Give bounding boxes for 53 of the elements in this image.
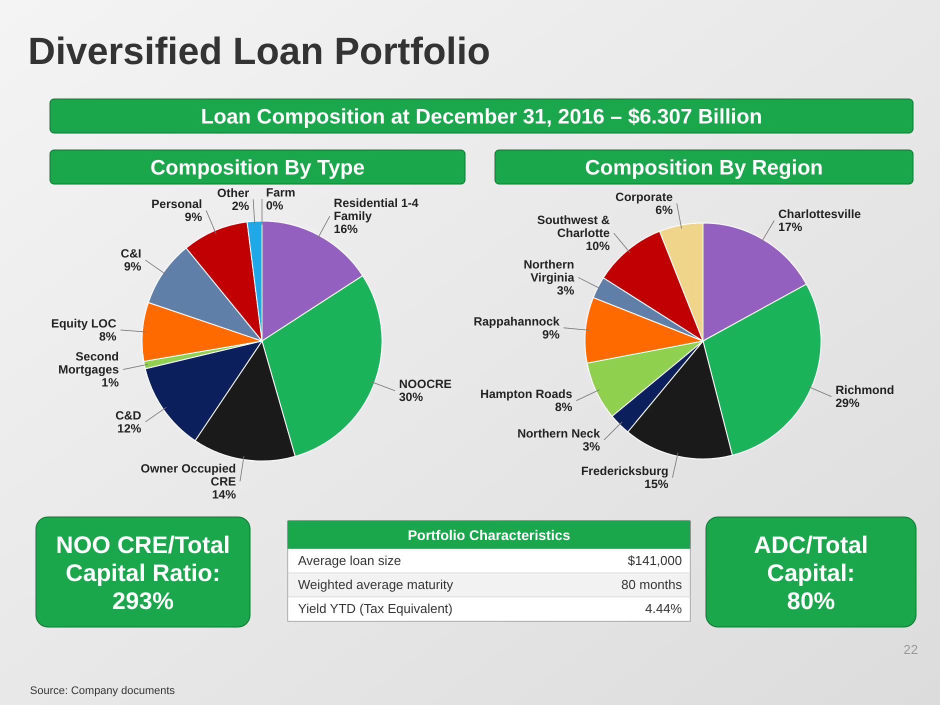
- slice-label: Richmond: [835, 383, 894, 398]
- text: ADC/Total Capital: 80%: [754, 532, 868, 615]
- data-label: 12%: [117, 421, 142, 436]
- text: Weighted average maturity: [298, 577, 454, 592]
- text: Diversified Loan Portfolio: [28, 31, 490, 73]
- chart-title: Composition By Region: [585, 156, 823, 180]
- slice-label: C&D: [115, 408, 142, 422]
- slice-label: Owner Occupied CRE: [140, 461, 236, 488]
- slice-label: Hampton Roads: [480, 387, 573, 402]
- data-label: 14%: [212, 487, 236, 502]
- data-label: 6%: [655, 202, 674, 217]
- data-label: 8%: [554, 400, 573, 414]
- slice-label: Northern Neck: [517, 426, 600, 440]
- data-label: 29%: [835, 396, 860, 410]
- slice-label: Residential 1-4 Family: [334, 196, 419, 224]
- slice-label: C&I: [120, 246, 142, 261]
- text: Average loan size: [298, 553, 402, 568]
- data-label: 3%: [582, 439, 600, 454]
- text: 80 months: [621, 577, 682, 592]
- category-label: Farm: [266, 186, 296, 200]
- chart-title: Composition By Type: [150, 156, 365, 180]
- slice-label: Equity LOC: [51, 316, 117, 330]
- data-label: 1%: [102, 376, 120, 390]
- data-label: 8%: [99, 329, 117, 344]
- text: Loan Composition at December 31, 2016 – $6.307 Billion: [200, 106, 762, 129]
- slice-label: Rappahannock: [474, 314, 560, 328]
- data-label: 15%: [644, 477, 669, 492]
- text: 0%: [266, 198, 284, 212]
- data-label: 16%: [334, 222, 358, 236]
- data-label: 9%: [124, 260, 142, 274]
- data-label: 30%: [399, 390, 424, 404]
- text: Yield YTD (Tax Equivalent): [298, 601, 453, 616]
- slice-label: Southwest & Charlotte: [537, 213, 610, 240]
- data-label: 10%: [586, 239, 610, 254]
- text: 22: [904, 642, 918, 657]
- slice-label: Personal: [151, 196, 202, 211]
- text: $141,000: [628, 553, 682, 568]
- slice-label: Other: [217, 186, 250, 200]
- text: Portfolio Characteristics: [408, 527, 571, 543]
- data-label: 9%: [184, 210, 202, 224]
- data-label: 3%: [556, 283, 575, 298]
- slice-label: NOOCRE: [399, 377, 452, 392]
- slice-label: Corporate: [615, 190, 674, 204]
- text: NOO CRE/Total Capital Ratio: 293%: [56, 532, 230, 615]
- slice-label: Second Mortgages: [58, 350, 120, 377]
- text: 4.44%: [645, 601, 682, 616]
- data-label: 9%: [542, 327, 560, 342]
- source-note: Source: Company documents: [30, 685, 176, 697]
- data-label: 17%: [778, 220, 803, 234]
- slice-label: Charlottesville: [778, 206, 862, 221]
- slice-label: Northern Virginia: [524, 257, 575, 284]
- data-label: 2%: [232, 198, 250, 213]
- slice-label: Fredericksburg: [581, 464, 668, 478]
